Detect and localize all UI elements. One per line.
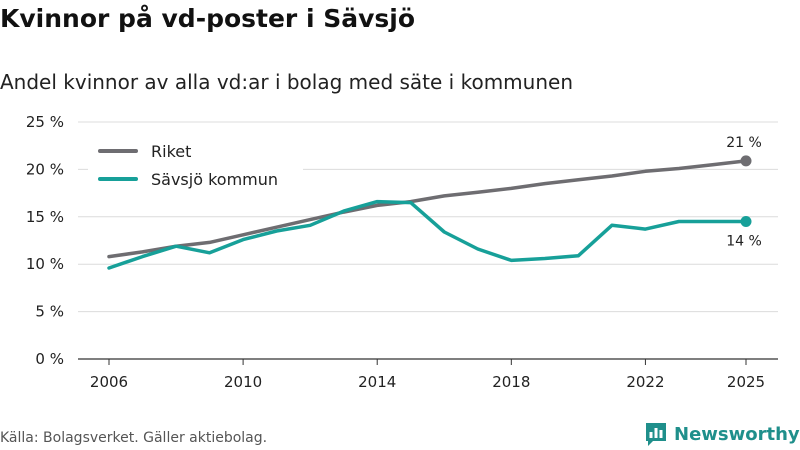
legend-label: Riket <box>151 142 191 161</box>
y-tick-label: 0 % <box>35 350 64 368</box>
y-tick-label: 5 % <box>35 303 64 321</box>
legend-label: Sävsjö kommun <box>151 170 278 189</box>
x-tick-label: 2018 <box>492 373 530 391</box>
end-marker-savsjo <box>740 216 752 228</box>
x-tick-label: 2006 <box>90 373 128 391</box>
series-line-riket <box>107 159 748 259</box>
x-tick-label: 2010 <box>224 373 262 391</box>
brand-logo: Newsworthy <box>644 420 800 448</box>
end-marker-riket <box>740 155 752 167</box>
end-value-label: 14 % <box>726 234 762 250</box>
chart-subtitle: Andel kvinnor av alla vd:ar i bolag med … <box>0 70 573 94</box>
y-tick-label: 15 % <box>26 208 64 226</box>
legend-background <box>88 133 303 193</box>
x-tick-label: 2022 <box>626 373 664 391</box>
brand-name: Newsworthy <box>674 423 800 445</box>
newsworthy-logo-icon <box>646 423 666 446</box>
y-tick-label: 25 % <box>26 113 64 131</box>
y-tick-label: 10 % <box>26 255 64 273</box>
x-tick-label: 2014 <box>358 373 396 391</box>
chart-title: Kvinnor på vd-poster i Sävsjö <box>0 4 416 33</box>
source-note: Källa: Bolagsverket. Gäller aktiebolag. <box>0 430 268 446</box>
x-tick-label: 2025 <box>727 373 765 391</box>
y-tick-label: 20 % <box>26 160 64 178</box>
series-line-savsjo <box>107 199 748 270</box>
end-value-label: 21 % <box>726 135 762 151</box>
